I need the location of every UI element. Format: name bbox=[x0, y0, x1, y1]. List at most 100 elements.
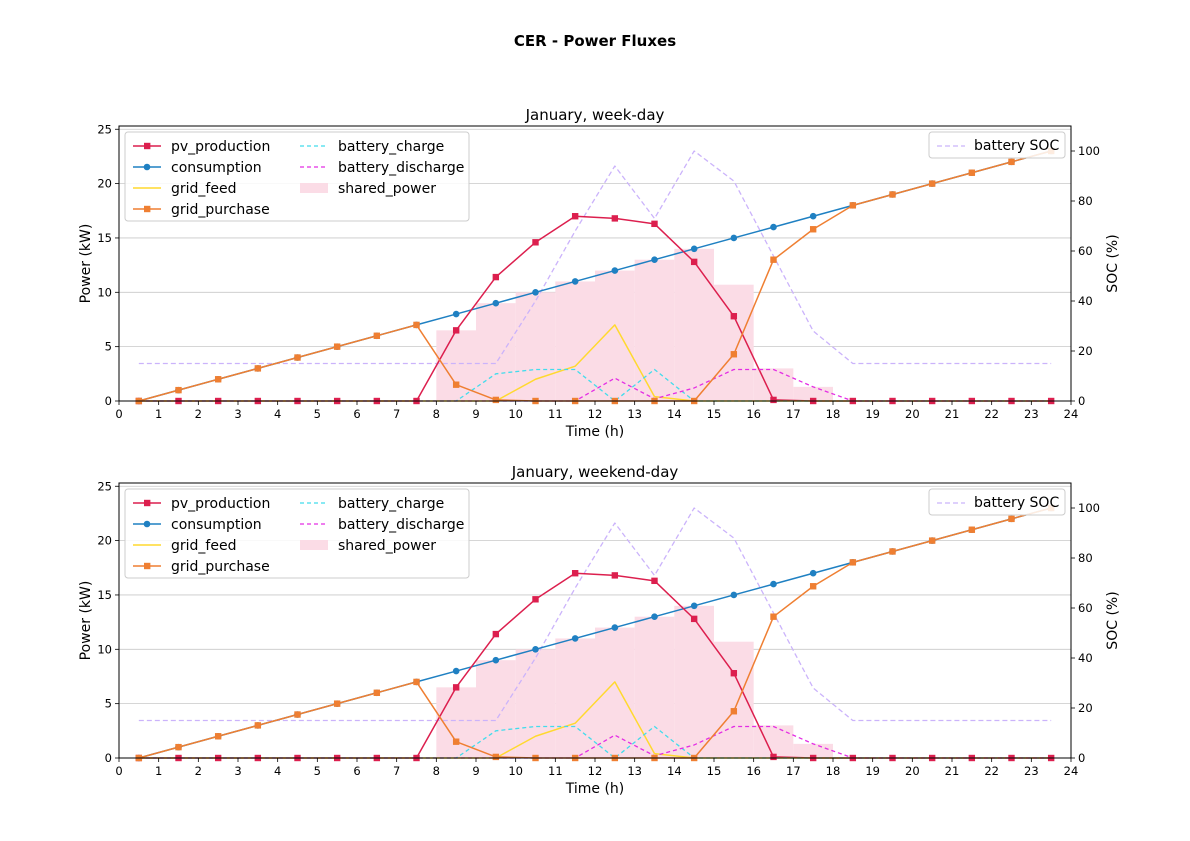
shared-power-bar bbox=[714, 284, 754, 401]
x-tick-label: 21 bbox=[945, 407, 960, 421]
shared-power-bar bbox=[793, 386, 833, 401]
legend-label: shared_power bbox=[338, 181, 436, 197]
x-tick-label: 12 bbox=[588, 407, 603, 421]
y-tick-label: 25 bbox=[97, 479, 112, 493]
shared-power-bar bbox=[476, 303, 516, 401]
shared-power-bar bbox=[793, 743, 833, 758]
grid-purchase-point bbox=[770, 256, 777, 263]
grid-purchase-point bbox=[809, 583, 817, 590]
x-tick-label: 11 bbox=[548, 407, 563, 421]
legend-label: pv_production bbox=[171, 139, 270, 155]
shared-power-bar bbox=[515, 292, 556, 401]
pv-production-point bbox=[651, 220, 658, 228]
x-tick-label: 10 bbox=[508, 764, 523, 778]
shared-power-bar bbox=[595, 627, 635, 758]
legend-label: consumption bbox=[171, 517, 262, 533]
x-tick-label: 22 bbox=[984, 764, 999, 778]
pv-production-point bbox=[611, 572, 619, 579]
x-tick-label: 8 bbox=[433, 764, 440, 778]
legend-label: battery_discharge bbox=[338, 160, 464, 176]
x-tick-label: 1 bbox=[155, 407, 162, 421]
x-tick-label: 15 bbox=[707, 764, 722, 778]
x-tick-label: 16 bbox=[746, 764, 761, 778]
x-tick-label: 11 bbox=[548, 764, 563, 778]
pv-production-point bbox=[611, 215, 619, 222]
shared-power-bar bbox=[515, 649, 556, 758]
y-tick-label: 0 bbox=[105, 751, 112, 765]
x-tick-label: 3 bbox=[234, 764, 241, 778]
consumption-point bbox=[611, 624, 619, 631]
shared-power-bar bbox=[753, 725, 794, 758]
chart-panel-weekend: 0 1 2 3 4 5 6 7 8 9 10 11 12 13 14 15 16 17 18 19 20 21 22 23 24… bbox=[78, 463, 1121, 797]
series-line-battery-soc bbox=[138, 150, 1052, 365]
pv-production-point bbox=[571, 213, 579, 220]
grid-purchase-point bbox=[294, 711, 301, 718]
legend-box bbox=[928, 131, 1066, 159]
x-tick-label: 4 bbox=[274, 764, 281, 778]
y-tick-label: 10 bbox=[97, 642, 112, 656]
consumption-point bbox=[770, 223, 777, 231]
grid-purchase-point bbox=[413, 678, 420, 686]
x-tick-label: 20 bbox=[905, 764, 920, 778]
x-tick-label: 5 bbox=[314, 407, 321, 421]
x-tick-label: 15 bbox=[707, 407, 722, 421]
y2-tick-label: 100 bbox=[1078, 144, 1100, 158]
x-tick-label: 4 bbox=[274, 407, 281, 421]
y2-axis-label: SOC (%) bbox=[1105, 591, 1121, 649]
x-axis-label: Time (h) bbox=[565, 424, 625, 440]
x-tick-label: 10 bbox=[508, 407, 523, 421]
pv-production-point bbox=[492, 630, 500, 638]
pv-production-point bbox=[730, 670, 738, 677]
x-tick-label: 16 bbox=[746, 407, 761, 421]
grid-purchase-point bbox=[333, 700, 341, 707]
shared-power-bar bbox=[674, 248, 714, 401]
grid-purchase-point bbox=[968, 526, 976, 533]
pv-production-point bbox=[770, 753, 777, 761]
y2-axis-label: SOC (%) bbox=[1105, 234, 1121, 292]
y2-tick-label: 40 bbox=[1078, 651, 1093, 665]
y-axis-label: Power (kW) bbox=[78, 581, 94, 661]
x-tick-label: 7 bbox=[393, 407, 400, 421]
legend-label: grid_purchase bbox=[171, 202, 270, 218]
shared-power-bar bbox=[555, 638, 595, 758]
grid-purchase-point bbox=[254, 722, 262, 729]
y-tick-label: 15 bbox=[97, 588, 112, 602]
y2-tick-label: 80 bbox=[1078, 194, 1093, 208]
pv-production-point bbox=[532, 596, 539, 603]
x-tick-label: 17 bbox=[786, 407, 801, 421]
chart-title: January, week-day bbox=[525, 106, 665, 124]
x-tick-label: 19 bbox=[865, 407, 880, 421]
y2-tick-label: 60 bbox=[1078, 601, 1093, 615]
legend-marker bbox=[144, 499, 151, 507]
consumption-point bbox=[690, 602, 698, 610]
legend-label: grid_feed bbox=[171, 538, 236, 554]
shared-power-bar bbox=[714, 641, 754, 758]
pv-production-point bbox=[452, 327, 460, 334]
x-tick-label: 2 bbox=[195, 407, 202, 421]
y-tick-label: 0 bbox=[105, 394, 112, 408]
x-tick-label: 18 bbox=[826, 407, 841, 421]
consumption-point bbox=[571, 635, 579, 642]
legend-box bbox=[928, 488, 1066, 516]
x-tick-label: 18 bbox=[826, 764, 841, 778]
x-tick-label: 23 bbox=[1024, 407, 1039, 421]
consumption-point bbox=[651, 613, 658, 620]
y-axis-label: Power (kW) bbox=[78, 224, 94, 304]
legend-left: pv_production consumption grid_feed grid_pu… bbox=[124, 131, 470, 222]
pv-production-point bbox=[532, 239, 539, 246]
y-tick-label: 10 bbox=[97, 285, 112, 299]
x-tick-label: 2 bbox=[195, 764, 202, 778]
x-tick-label: 24 bbox=[1064, 764, 1079, 778]
grid-purchase-point bbox=[928, 537, 936, 544]
grid-purchase-point bbox=[928, 180, 936, 187]
grid-purchase-point bbox=[770, 613, 777, 620]
legend-swatch bbox=[300, 540, 328, 550]
consumption-point bbox=[532, 646, 539, 653]
consumption-point bbox=[571, 278, 579, 285]
legend-label: consumption bbox=[171, 160, 262, 176]
legend-label: battery_charge bbox=[338, 496, 444, 512]
grid-purchase-point bbox=[492, 753, 500, 761]
consumption-point bbox=[770, 580, 777, 588]
x-tick-label: 9 bbox=[472, 764, 479, 778]
grid-purchase-point bbox=[294, 354, 301, 361]
